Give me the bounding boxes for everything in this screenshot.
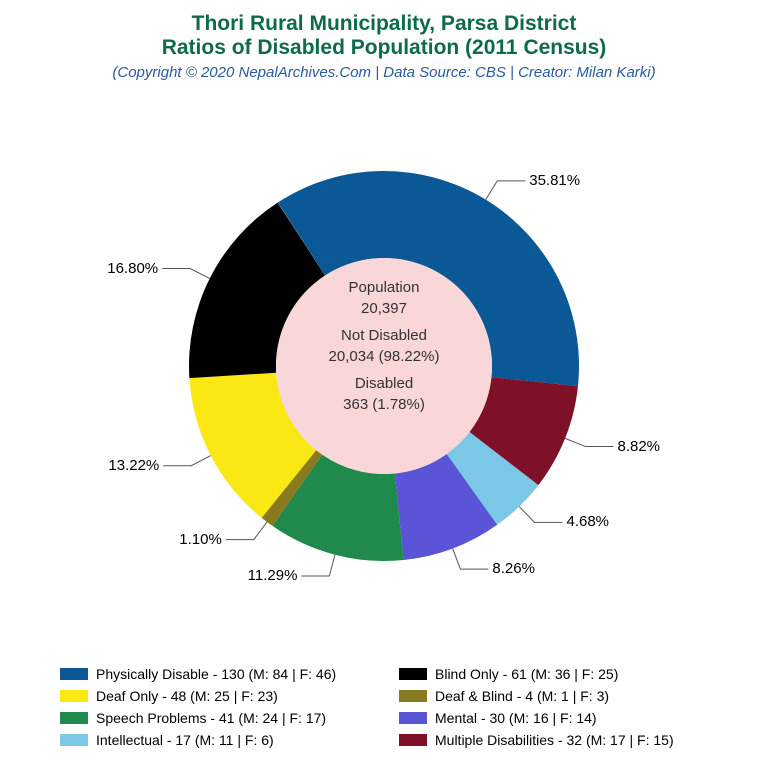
legend-item: Deaf Only - 48 (M: 25 | F: 23) [60, 688, 369, 704]
leader-line [486, 181, 525, 200]
legend-item: Multiple Disabilities - 32 (M: 17 | F: 1… [399, 732, 708, 748]
title-line2: Ratios of Disabled Population (2011 Cens… [0, 36, 768, 60]
legend-text: Deaf & Blind - 4 (M: 1 | F: 3) [435, 688, 609, 704]
legend-text: Speech Problems - 41 (M: 24 | F: 17) [96, 710, 326, 726]
legend-text: Blind Only - 61 (M: 36 | F: 25) [435, 666, 618, 682]
pct-label: 4.68% [566, 513, 609, 530]
pct-label: 8.82% [617, 438, 660, 455]
legend-swatch [399, 712, 427, 724]
title-block: Thori Rural Municipality, Parsa District… [0, 0, 768, 81]
legend-swatch [399, 734, 427, 746]
center-nd-value: 20,034 (98.22%) [284, 346, 484, 367]
center-pop-label: Population [284, 277, 484, 298]
leader-line [565, 438, 613, 446]
legend-text: Deaf Only - 48 (M: 25 | F: 23) [96, 688, 278, 704]
legend-swatch [60, 690, 88, 702]
pct-label: 16.80% [107, 260, 158, 277]
center-pop-value: 20,397 [284, 298, 484, 319]
legend-item: Blind Only - 61 (M: 36 | F: 25) [399, 666, 708, 682]
legend-text: Multiple Disabilities - 32 (M: 17 | F: 1… [435, 732, 674, 748]
pct-label: 1.10% [179, 531, 222, 548]
legend-swatch [60, 712, 88, 724]
legend-item: Intellectual - 17 (M: 11 | F: 6) [60, 732, 369, 748]
legend-item: Physically Disable - 130 (M: 84 | F: 46) [60, 666, 369, 682]
legend-item: Speech Problems - 41 (M: 24 | F: 17) [60, 710, 369, 726]
legend-item: Mental - 30 (M: 16 | F: 14) [399, 710, 708, 726]
title-line1: Thori Rural Municipality, Parsa District [0, 12, 768, 36]
legend-swatch [399, 690, 427, 702]
legend-swatch [60, 734, 88, 746]
leader-line [453, 549, 489, 570]
legend-text: Mental - 30 (M: 16 | F: 14) [435, 710, 597, 726]
pct-label: 8.26% [492, 560, 535, 577]
leader-line [226, 522, 267, 540]
leader-line [519, 506, 562, 522]
center-d-value: 363 (1.78%) [284, 394, 484, 415]
subtitle: (Copyright © 2020 NepalArchives.Com | Da… [0, 64, 768, 81]
legend-item: Deaf & Blind - 4 (M: 1 | F: 3) [399, 688, 708, 704]
leader-line [163, 456, 211, 466]
donut-chart: 35.81% 8.82% 4.68% 8.26% 11.29% 1.10% 13.22% 16… [0, 81, 768, 611]
center-d-label: Disabled [284, 373, 484, 394]
legend: Physically Disable - 130 (M: 84 | F: 46)… [60, 666, 708, 748]
leader-line [301, 555, 335, 576]
legend-text: Intellectual - 17 (M: 11 | F: 6) [96, 732, 274, 748]
center-text: Population 20,397 Not Disabled 20,034 (9… [284, 271, 484, 421]
pct-label: 13.22% [108, 457, 159, 474]
legend-swatch [60, 668, 88, 680]
pct-label: 35.81% [529, 172, 580, 189]
legend-swatch [399, 668, 427, 680]
leader-line [162, 269, 210, 279]
center-nd-label: Not Disabled [284, 325, 484, 346]
pct-label: 11.29% [248, 567, 298, 584]
legend-text: Physically Disable - 130 (M: 84 | F: 46) [96, 666, 336, 682]
